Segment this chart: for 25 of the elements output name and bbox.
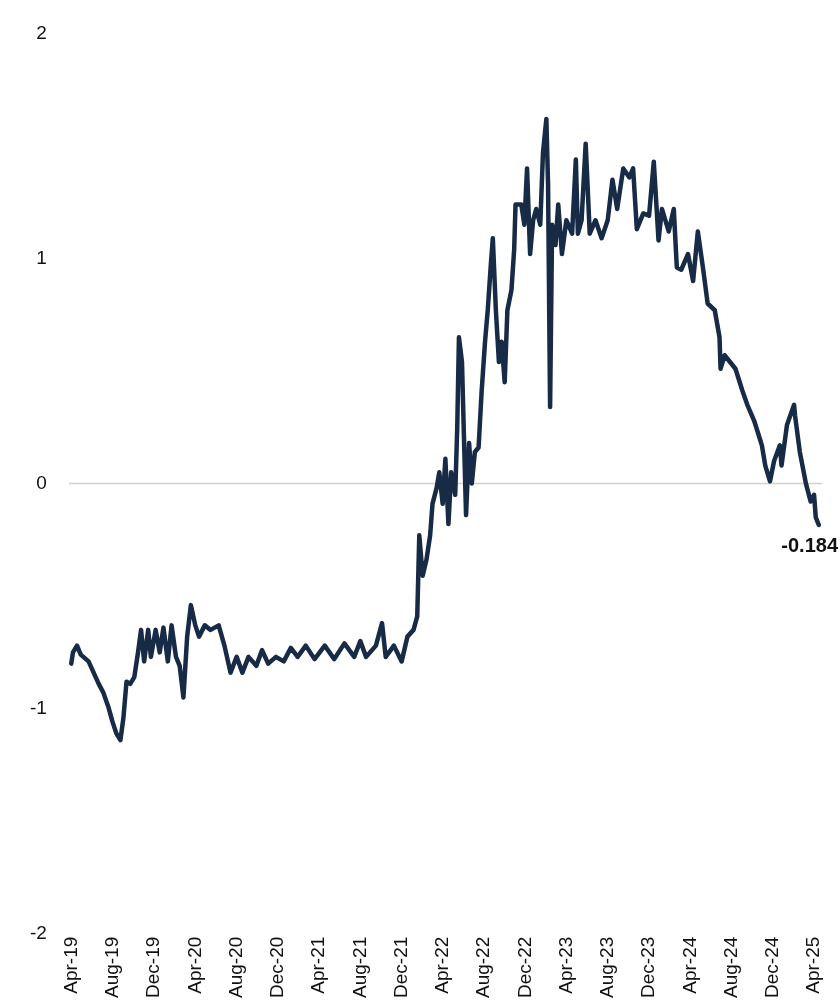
x-tick-label: Apr-20 <box>183 936 205 994</box>
y-tick-label: -1 <box>29 696 47 718</box>
y-tick-label: 0 <box>36 471 47 493</box>
x-tick-label: Dec-24 <box>761 936 783 998</box>
y-tick-label: -2 <box>29 921 47 943</box>
x-tick-label: Apr-21 <box>307 936 329 994</box>
x-tick-label: Dec-23 <box>637 936 659 998</box>
x-tick-label: Aug-21 <box>348 936 370 999</box>
x-tick-label: Aug-23 <box>595 936 617 999</box>
x-tick-label: Apr-24 <box>678 936 700 994</box>
x-tick-label: Dec-19 <box>142 936 164 998</box>
annotation: -0.184 <box>781 534 839 557</box>
x-tick-label: Aug-22 <box>472 936 494 999</box>
x-tick-label: Aug-20 <box>224 936 246 999</box>
x-tick-label: Apr-25 <box>802 936 824 994</box>
x-tick-label: Apr-19 <box>59 936 81 994</box>
x-tick-label: Dec-21 <box>389 936 411 998</box>
x-tick-label: Apr-22 <box>430 936 452 994</box>
x-tick-label: Dec-22 <box>513 936 535 998</box>
y-tick-label: 1 <box>36 246 47 268</box>
x-tick-label: Aug-19 <box>100 936 122 999</box>
x-tick-label: Dec-20 <box>266 936 288 998</box>
y-tick-label: 2 <box>36 21 47 43</box>
x-tick-label: Apr-23 <box>554 936 576 994</box>
x-tick-label: Aug-24 <box>719 936 741 999</box>
